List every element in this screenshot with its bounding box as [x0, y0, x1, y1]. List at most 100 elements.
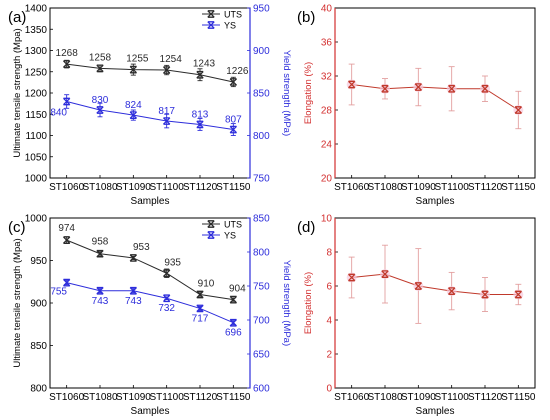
x-axis-label: Samples [416, 196, 455, 207]
y-right-tick-label: 800 [253, 131, 270, 142]
y-tick-label: 6 [326, 282, 332, 293]
series-ys-line [66, 101, 234, 131]
elongation-point [481, 290, 489, 299]
uts-point [129, 254, 137, 262]
series-uts-line [66, 239, 234, 301]
legend-ys: YS [202, 21, 236, 31]
y-left-tick-label: 1000 [25, 214, 48, 225]
series-ys: 755 743 743 732 717 696 [50, 278, 242, 339]
uts-data-label: 1226 [226, 66, 249, 77]
y-left-tick-label: 1150 [25, 110, 47, 121]
x-tick-label: ST1080 [367, 182, 402, 193]
ys-data-label: 755 [50, 287, 67, 298]
uts-point [63, 60, 71, 68]
elongation-point [514, 290, 522, 299]
x-tick-label: ST1090 [116, 392, 151, 403]
y-left-tick-label: 1100 [25, 131, 47, 142]
uts-data-label: 1254 [160, 54, 183, 65]
ys-point [163, 117, 171, 125]
elongation-point [381, 84, 389, 93]
uts-point [163, 269, 171, 278]
x-tick-label: ST1090 [401, 182, 436, 193]
y-left-tick-label: 950 [30, 256, 47, 267]
y-tick-label: 2 [326, 350, 332, 361]
x-tick-label: ST1060 [49, 392, 84, 403]
y-left-tick-label: 1200 [25, 89, 48, 100]
ys-point [129, 286, 137, 295]
x-tick-label: ST1120 [468, 392, 503, 403]
uts-point [163, 66, 171, 74]
y-right-axis-label: Yield strength (MPa) [281, 260, 292, 346]
y-tick-label: 8 [326, 248, 332, 259]
x-tick-label: ST1120 [468, 182, 503, 193]
plot-frame [49, 217, 251, 389]
y-right-tick-label: 650 [253, 350, 270, 361]
ys-point [129, 111, 137, 119]
uts-data-label: 958 [92, 237, 109, 248]
series-ys: 840 830 824 817 813 807 [50, 94, 242, 136]
x-tick-label: ST1100 [150, 392, 185, 403]
ys-point [96, 106, 104, 114]
uts-point [229, 78, 237, 86]
uts-data-label: 1243 [193, 59, 216, 70]
x-tick-label: ST1100 [150, 182, 185, 193]
x-axis-label: Samples [131, 196, 170, 207]
y-right-tick-label: 850 [253, 214, 270, 225]
plot-frame [49, 7, 251, 179]
y-tick-label: 36 [321, 38, 333, 49]
uts-point [129, 65, 137, 74]
legend-uts: UTS [202, 10, 242, 20]
x-tick-label: ST1060 [334, 392, 369, 403]
y-left-tick-label: 900 [30, 299, 47, 310]
y-left-axis-label: Ultimate tensile strength (Mpa) [12, 28, 23, 157]
legend-marker [207, 21, 215, 29]
x-tick-label: ST1150 [216, 182, 251, 193]
ys-data-label: 807 [225, 115, 242, 126]
ys-data-label: 743 [125, 296, 142, 307]
x-tick-label: ST1100 [435, 182, 470, 193]
panel-label: (d) [297, 219, 315, 236]
elongation-point [448, 84, 456, 93]
ys-data-label: 840 [50, 108, 67, 119]
y-right-tick-label: 800 [253, 248, 270, 259]
uts-data-label: 974 [58, 223, 75, 234]
uts-data-label: 904 [229, 284, 246, 295]
y-right-tick-label: 850 [253, 89, 270, 100]
plot-frame [334, 217, 536, 389]
x-tick-label: ST1120 [183, 182, 218, 193]
y-right-tick-label: 600 [253, 384, 270, 395]
series-elongation [346, 63, 524, 130]
x-tick-label: ST1100 [435, 392, 470, 403]
elongation-point [448, 287, 456, 295]
y-tick-label: 40 [321, 4, 333, 15]
y-tick-label: 10 [321, 214, 333, 225]
elongation-point [348, 273, 356, 282]
uts-point [96, 249, 104, 258]
series-elongation-line [351, 273, 519, 295]
y-tick-label: 28 [321, 106, 333, 117]
y-axis-label: Elongation (%) [303, 62, 314, 124]
legend-marker [207, 10, 215, 18]
uts-data-label: 953 [133, 242, 150, 253]
uts-data-label: 910 [198, 279, 215, 290]
y-left-tick-label: 1250 [25, 67, 48, 78]
y-right-tick-label: 700 [253, 316, 270, 327]
uts-data-label: 1268 [56, 48, 79, 59]
panel-label: (b) [297, 9, 315, 26]
series-ys-line [66, 282, 234, 324]
y-left-tick-label: 850 [30, 341, 47, 352]
uts-data-label: 935 [164, 257, 181, 268]
uts-data-label: 1258 [89, 52, 112, 63]
ys-point [196, 304, 204, 313]
elongation-point [414, 83, 422, 91]
ys-point [63, 97, 71, 106]
y-right-tick-label: 750 [253, 282, 270, 293]
y-tick-label: 32 [321, 72, 333, 83]
x-tick-label: ST1150 [501, 182, 536, 193]
ys-point [96, 286, 104, 295]
ys-data-label: 696 [225, 328, 242, 339]
